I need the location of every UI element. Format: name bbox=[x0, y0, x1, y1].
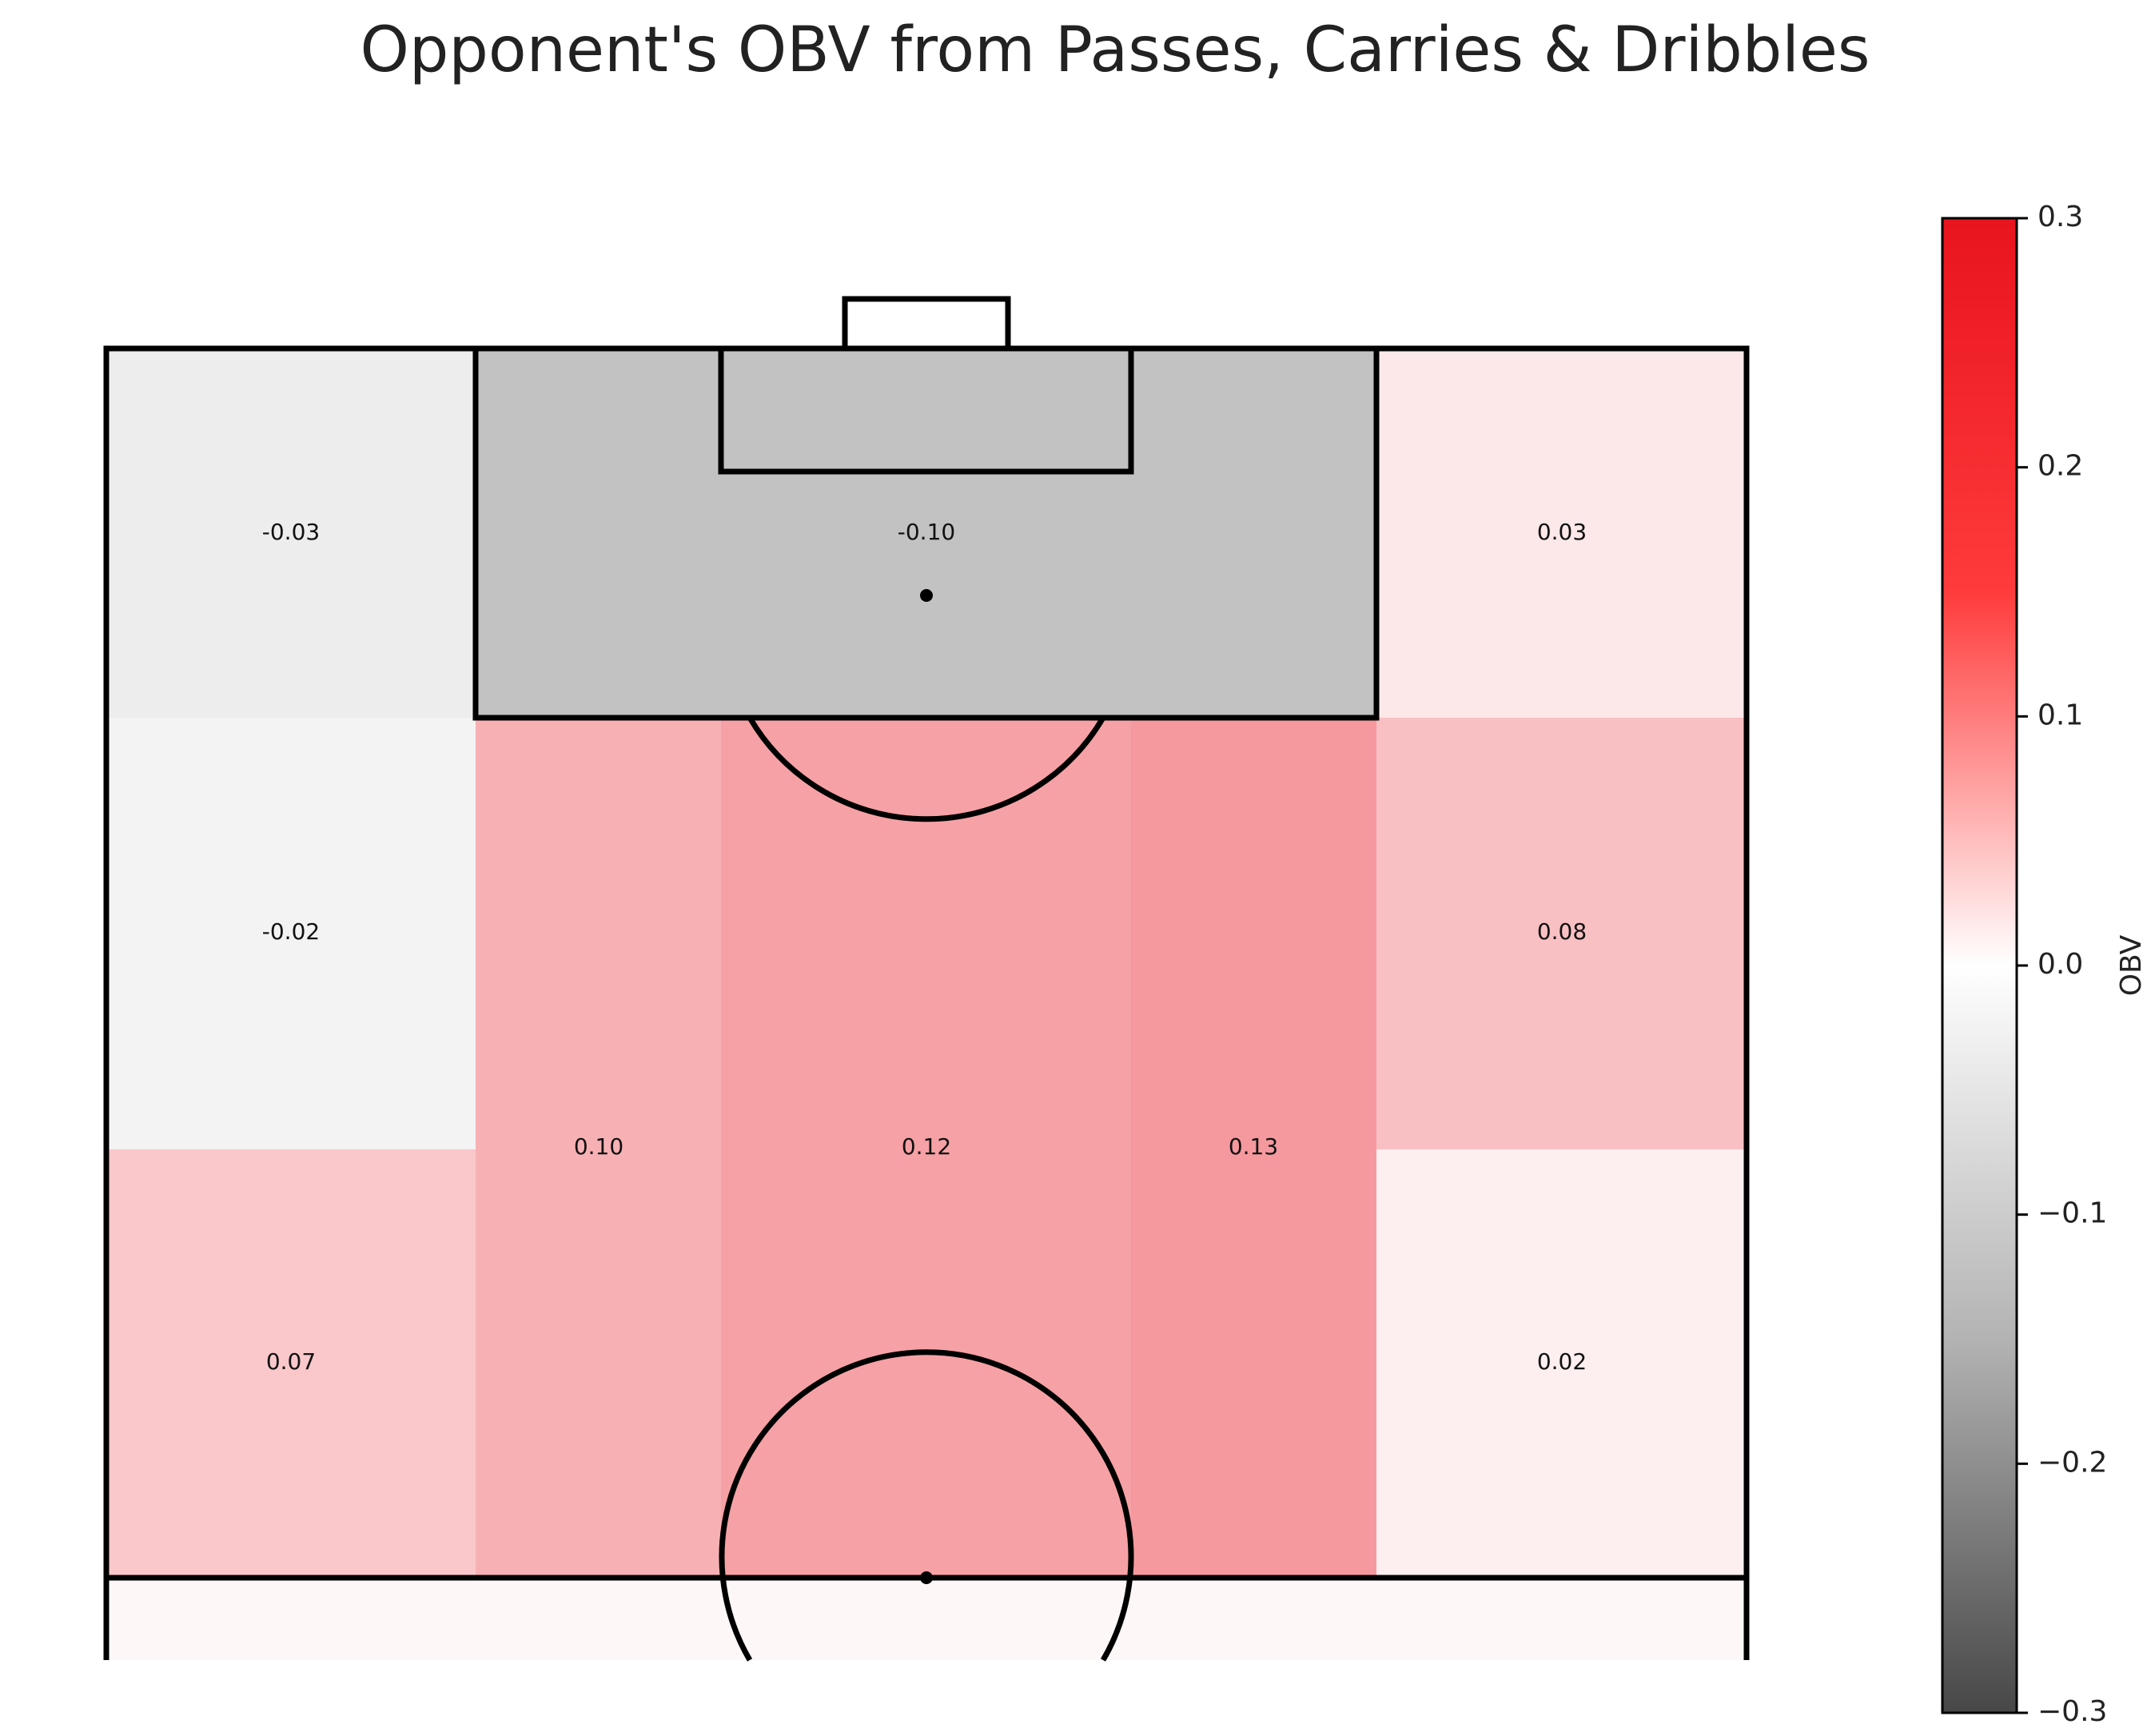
cell-value-label-right-half-space: 0.13 bbox=[1229, 1133, 1278, 1160]
cell-value-label-centre: 0.12 bbox=[902, 1133, 951, 1160]
heatmap-cell-left-half-space bbox=[476, 718, 721, 1578]
heatmap-cell-left-wing-final-third bbox=[106, 348, 476, 718]
cell-value-label-left-wing-final-third: -0.03 bbox=[262, 519, 320, 545]
colorbar-tick-label: −0.3 bbox=[2037, 1695, 2107, 1728]
heatmap-cell-right-wing-final-third bbox=[1376, 348, 1747, 718]
colorbar-ticks: 0.3 0.2 0.1 0.0 −0.1 −0.2 −0.3 bbox=[2017, 201, 2107, 1728]
penalty-spot bbox=[920, 589, 933, 602]
cell-value-label-left-wing-upper-middle: -0.02 bbox=[262, 918, 320, 945]
cell-value-label-penalty-box: -0.10 bbox=[898, 519, 955, 545]
heatmap-cell-right-wing-upper-middle bbox=[1376, 718, 1747, 1149]
cell-value-label-right-wing-lower-middle: 0.02 bbox=[1537, 1348, 1587, 1375]
penalty-arc bbox=[747, 716, 1106, 822]
cell-value-label-left-half-space: 0.10 bbox=[574, 1133, 623, 1160]
heatmap-cell-left-wing-upper-middle bbox=[106, 718, 476, 1149]
heatmap-cell-left-wing-lower-middle bbox=[106, 1149, 476, 1578]
colorbar-label: OBV bbox=[2115, 934, 2147, 996]
cell-value-label-right-wing-final-third: 0.03 bbox=[1537, 519, 1587, 545]
colorbar-tick-label: 0.2 bbox=[2037, 450, 2083, 483]
colorbar-tick-label: −0.1 bbox=[2037, 1197, 2107, 1230]
heatmap-cell-penalty-box bbox=[476, 348, 1376, 718]
colorbar-tick-label: −0.2 bbox=[2037, 1446, 2107, 1479]
centre-spot bbox=[920, 1571, 933, 1584]
cell-value-label-left-wing-lower-middle: 0.07 bbox=[266, 1348, 316, 1375]
cell-value-label-right-wing-upper-middle: 0.08 bbox=[1537, 918, 1587, 945]
colorbar-tick-label: 0.3 bbox=[2037, 201, 2083, 233]
chart-title: Opponent's OBV from Passes, Carries & Dr… bbox=[360, 14, 1870, 86]
centre-circle bbox=[719, 1349, 1134, 1662]
goal bbox=[842, 296, 1011, 348]
colorbar-tick-label: 0.0 bbox=[2037, 948, 2083, 981]
colorbar-tick-label: 0.1 bbox=[2037, 699, 2083, 731]
six-yard-box bbox=[718, 345, 1134, 475]
pitch-heatmap: -0.03 -0.10 0.03 -0.02 0.08 0.10 0.12 0.13 0.07 0… bbox=[103, 296, 1750, 1662]
colorbar-gradient bbox=[1941, 217, 2018, 1714]
heatmap-value-labels: -0.03 -0.10 0.03 -0.02 0.08 0.10 0.12 0.13 0.07 0… bbox=[262, 519, 1587, 1375]
heatmap-cell-centre bbox=[721, 718, 1131, 1578]
heatmap-cells bbox=[106, 348, 1747, 1660]
heatmap-cell-right-half-space bbox=[1131, 718, 1376, 1578]
own-half-area bbox=[106, 1578, 1747, 1660]
heatmap-cell-right-wing-lower-middle bbox=[1376, 1149, 1747, 1578]
